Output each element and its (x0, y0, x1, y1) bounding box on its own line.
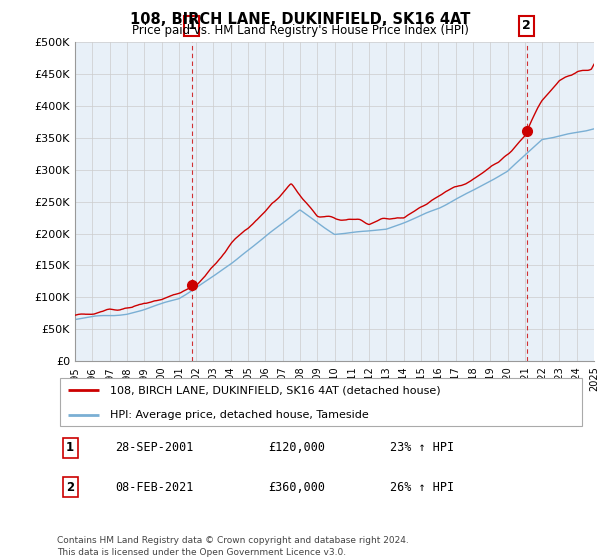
Text: 26% ↑ HPI: 26% ↑ HPI (389, 480, 454, 494)
Text: 1: 1 (66, 441, 74, 454)
Text: 108, BIRCH LANE, DUKINFIELD, SK16 4AT: 108, BIRCH LANE, DUKINFIELD, SK16 4AT (130, 12, 470, 27)
Text: 108, BIRCH LANE, DUKINFIELD, SK16 4AT (detached house): 108, BIRCH LANE, DUKINFIELD, SK16 4AT (d… (110, 385, 440, 395)
Text: HPI: Average price, detached house, Tameside: HPI: Average price, detached house, Tame… (110, 410, 368, 420)
Text: Contains HM Land Registry data © Crown copyright and database right 2024.
This d: Contains HM Land Registry data © Crown c… (57, 536, 409, 557)
Text: 23% ↑ HPI: 23% ↑ HPI (389, 441, 454, 454)
Text: 1: 1 (187, 20, 196, 32)
Text: £120,000: £120,000 (268, 441, 325, 454)
Text: 08-FEB-2021: 08-FEB-2021 (115, 480, 193, 494)
Text: 2: 2 (522, 20, 531, 32)
Text: 28-SEP-2001: 28-SEP-2001 (115, 441, 193, 454)
Text: Price paid vs. HM Land Registry's House Price Index (HPI): Price paid vs. HM Land Registry's House … (131, 24, 469, 36)
FancyBboxPatch shape (59, 378, 583, 426)
Text: 2: 2 (66, 480, 74, 494)
Text: £360,000: £360,000 (268, 480, 325, 494)
